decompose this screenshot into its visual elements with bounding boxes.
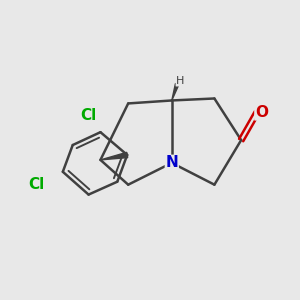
Text: H: H bbox=[176, 76, 184, 86]
Text: N: N bbox=[165, 155, 178, 170]
Text: O: O bbox=[255, 105, 268, 120]
Polygon shape bbox=[172, 84, 179, 100]
Polygon shape bbox=[100, 152, 128, 160]
Text: Cl: Cl bbox=[28, 177, 44, 192]
Text: Cl: Cl bbox=[80, 108, 97, 123]
